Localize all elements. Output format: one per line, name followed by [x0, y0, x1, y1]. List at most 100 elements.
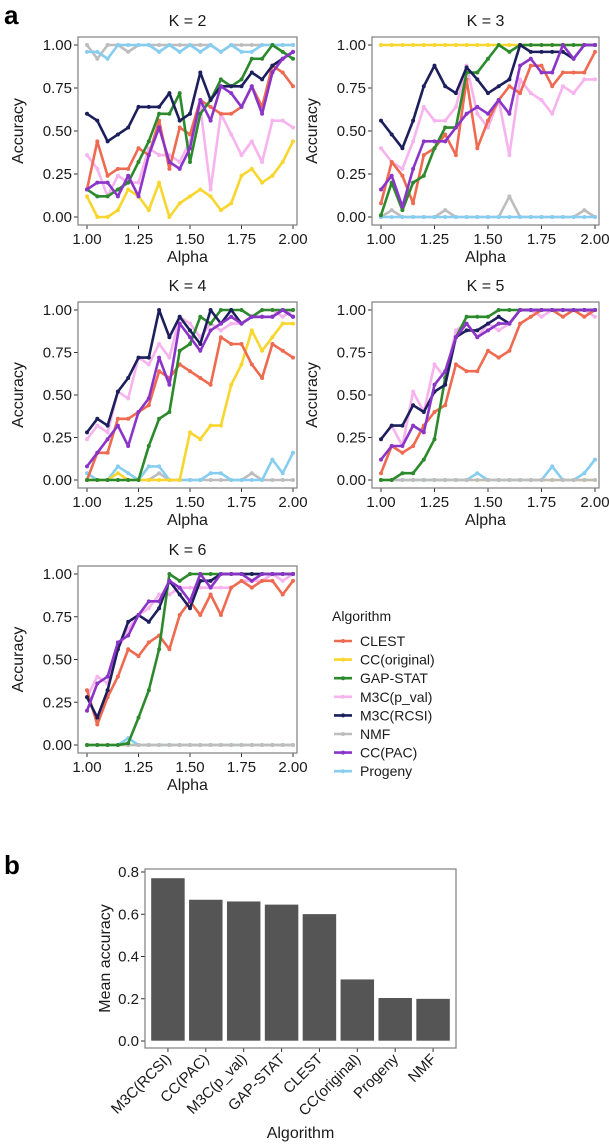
plot-frame [77, 565, 298, 754]
data-point [115, 416, 120, 421]
data-point [85, 464, 89, 469]
data-point [126, 471, 131, 476]
series-cc-pac- [379, 43, 597, 209]
data-point [198, 70, 203, 75]
data-point [389, 423, 394, 428]
data-point [443, 125, 448, 130]
data-point [291, 450, 295, 455]
data-point [421, 173, 426, 178]
data-point [475, 146, 480, 151]
data-point [105, 173, 110, 178]
series-cc-pac- [85, 308, 295, 469]
series-m3c-rcsi- [85, 49, 295, 144]
data-point [188, 572, 192, 576]
data-point [270, 314, 275, 319]
legend-swatch-point [341, 639, 345, 643]
data-point [453, 478, 458, 482]
data-point [453, 335, 458, 340]
data-point [136, 146, 141, 151]
data-point [270, 70, 275, 75]
data-point [260, 348, 265, 353]
series-line [86, 43, 294, 198]
data-point [528, 215, 533, 219]
data-point [270, 572, 275, 576]
data-point [157, 308, 162, 312]
bar [264, 904, 299, 1042]
series-m3c-p-val- [379, 63, 597, 171]
data-point [188, 369, 192, 374]
data-point [167, 166, 172, 171]
x-tick-label: 1.50 [175, 231, 204, 248]
legend-swatch-point [341, 657, 345, 662]
data-point [85, 743, 89, 747]
y-tick-label: 0.00 [43, 209, 72, 226]
data-point [400, 166, 405, 171]
data-point [115, 132, 120, 137]
y-tick-label: 0.4 [118, 949, 139, 966]
data-point [146, 599, 151, 604]
data-point [95, 180, 100, 185]
data-point [239, 578, 244, 583]
data-point [105, 43, 110, 47]
y-tick-label: 1.00 [43, 302, 72, 319]
data-point [518, 321, 523, 326]
y-tick-label: 0.75 [43, 609, 72, 626]
data-point [146, 153, 151, 158]
panel-label-b: b [4, 850, 20, 880]
data-point [85, 688, 89, 693]
data-point [260, 478, 265, 482]
data-point [126, 125, 131, 130]
y-tick-label: 0.00 [337, 472, 366, 489]
data-point [177, 578, 182, 583]
data-point [167, 592, 172, 597]
data-point [582, 70, 587, 75]
y-tick-label: 0.8 [118, 864, 139, 881]
data-point [411, 444, 416, 448]
data-point [280, 471, 285, 476]
data-point [229, 43, 234, 47]
data-point [280, 70, 285, 75]
data-point [218, 478, 223, 482]
plot-frame [77, 36, 298, 226]
data-point [218, 77, 223, 82]
data-point [475, 471, 480, 476]
data-point [249, 572, 254, 576]
data-point [560, 215, 565, 219]
data-point [560, 314, 565, 319]
data-point [105, 215, 110, 219]
data-point [105, 430, 110, 435]
data-point [177, 592, 182, 597]
data-point [571, 478, 576, 482]
data-point [443, 215, 448, 219]
legend-item: CC(original) [334, 652, 435, 668]
data-point [136, 180, 141, 185]
data-point [475, 215, 480, 219]
data-point [239, 321, 244, 326]
data-point [146, 208, 151, 213]
data-point [432, 215, 437, 219]
bar [415, 998, 451, 1042]
data-point [539, 308, 544, 312]
data-point [188, 606, 192, 611]
bar [302, 913, 337, 1042]
data-point [432, 63, 437, 68]
data-point [167, 355, 172, 360]
data-point [411, 478, 416, 482]
data-point [177, 201, 182, 206]
plot-frame [371, 36, 600, 226]
data-point [249, 70, 254, 75]
data-point [411, 180, 416, 185]
legend-label: CC(original) [360, 652, 435, 668]
data-point [464, 314, 469, 319]
series-clest [85, 63, 295, 192]
line-panels: K = 2 0.00 0.25 0.50 0.75 1.00 1.00 1.25 1.50 1.7… [10, 13, 609, 794]
data-point [270, 308, 275, 312]
data-point [208, 478, 213, 482]
data-point [126, 166, 131, 171]
series-cc-original- [85, 139, 295, 219]
series-gap-stat [85, 308, 295, 482]
data-point [539, 478, 544, 482]
data-point [85, 49, 89, 54]
y-tick-label: 0.25 [337, 430, 366, 447]
